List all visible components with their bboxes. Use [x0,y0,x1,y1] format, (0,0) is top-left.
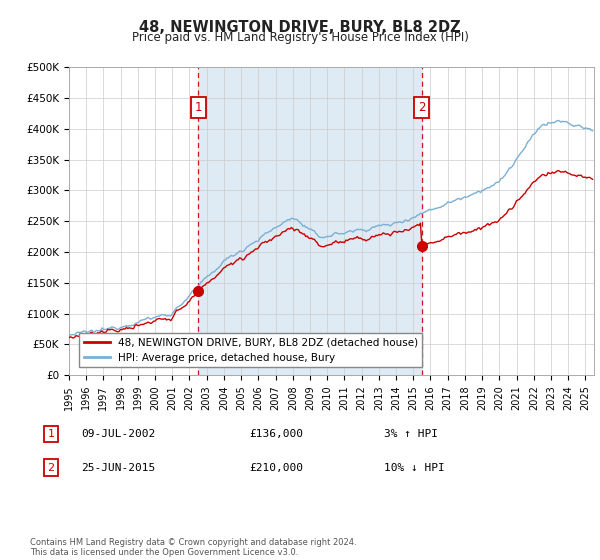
Text: 1: 1 [47,429,55,439]
Text: 1: 1 [194,101,202,114]
Legend: 48, NEWINGTON DRIVE, BURY, BL8 2DZ (detached house), HPI: Average price, detache: 48, NEWINGTON DRIVE, BURY, BL8 2DZ (deta… [79,333,422,367]
Text: 3% ↑ HPI: 3% ↑ HPI [384,429,438,439]
Text: 2: 2 [47,463,55,473]
Text: Price paid vs. HM Land Registry's House Price Index (HPI): Price paid vs. HM Land Registry's House … [131,31,469,44]
Text: 2: 2 [418,101,425,114]
Text: £210,000: £210,000 [249,463,303,473]
Text: 25-JUN-2015: 25-JUN-2015 [81,463,155,473]
Bar [199,67,422,375]
Text: 09-JUL-2002: 09-JUL-2002 [81,429,155,439]
Text: Contains HM Land Registry data © Crown copyright and database right 2024.
This d: Contains HM Land Registry data © Crown c… [30,538,356,557]
Text: 48, NEWINGTON DRIVE, BURY, BL8 2DZ: 48, NEWINGTON DRIVE, BURY, BL8 2DZ [139,20,461,35]
Text: £136,000: £136,000 [249,429,303,439]
Text: 10% ↓ HPI: 10% ↓ HPI [384,463,445,473]
